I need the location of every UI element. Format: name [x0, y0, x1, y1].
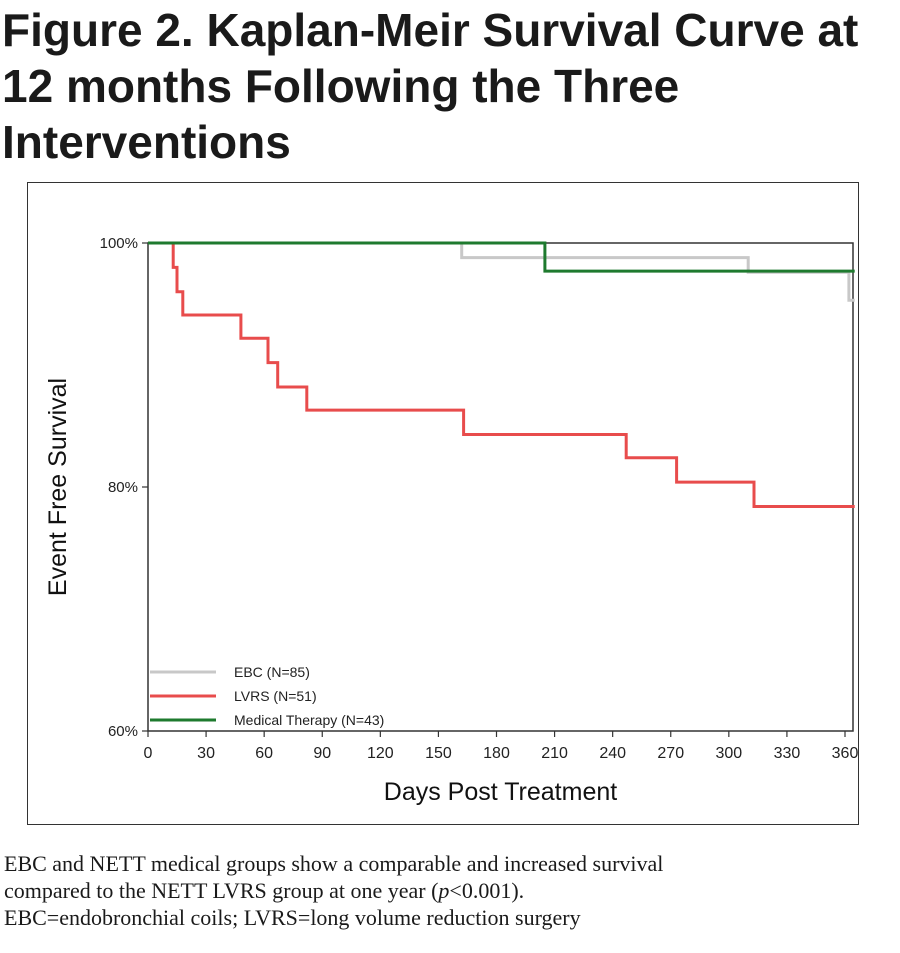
chart-frame: 60% 80% 100% 0 30 60 90 120 150 180 210 240 270 300 33…: [27, 182, 859, 825]
caption-line-1: EBC and NETT medical groups show a compa…: [4, 851, 664, 876]
caption-line-3: EBC=endobronchial coils; LVRS=long volum…: [4, 905, 581, 930]
plot-area-border: [147, 242, 854, 732]
y-axis-label: Event Free Survival: [44, 378, 72, 596]
x-tick-label: 360: [832, 745, 859, 762]
series-line-lvrs: [148, 241, 855, 508]
legend-label-ebc: EBC (N=85): [234, 664, 310, 680]
caption-p-symbol: p: [438, 878, 450, 903]
series-line-ebc: [148, 241, 855, 302]
legend-label-medical-therapy: Medical Therapy (N=43): [234, 712, 384, 728]
caption-line-2-start: compared to the NETT LVRS group at one y…: [4, 878, 439, 903]
x-tick-label: 0: [144, 745, 153, 762]
y-tick-label: 100%: [100, 235, 138, 252]
x-tick-label: 150: [425, 745, 452, 762]
figure-caption: EBC and NETT medical groups show a compa…: [4, 850, 898, 931]
x-tick-label: 120: [367, 745, 394, 762]
series-lines: [148, 241, 855, 508]
caption-line-2-end: <0.001).: [449, 878, 525, 903]
x-tick-label: 90: [313, 745, 331, 762]
legend-label-lvrs: LVRS (N=51): [234, 688, 317, 704]
x-tick-label: 180: [483, 745, 510, 762]
km-survival-chart: 60% 80% 100% 0 30 60 90 120 150 180 210 240 270 300 33…: [44, 235, 859, 806]
x-tick-label: 240: [599, 745, 626, 762]
caption-line-2: compared to the NETT LVRS group at one y…: [4, 877, 898, 904]
x-tick-label: 300: [715, 745, 742, 762]
series-line-medical-therapy: [148, 241, 855, 273]
axes: 60% 80% 100% 0 30 60 90 120 150 180 210 240 270 300 33…: [100, 235, 859, 762]
y-tick-label: 80%: [108, 479, 138, 496]
legend: EBC (N=85) LVRS (N=51) Medical Therapy (N=…: [150, 664, 384, 728]
figure-title: Figure 2. Kaplan-Meir Survival Curve at …: [2, 4, 859, 168]
x-tick-label: 30: [197, 745, 215, 762]
x-tick-label: 330: [774, 745, 801, 762]
x-tick-label: 270: [657, 745, 684, 762]
x-tick-label: 210: [541, 745, 568, 762]
y-tick-label: 60%: [108, 723, 138, 740]
x-axis-label: Days Post Treatment: [384, 778, 617, 806]
x-tick-label: 60: [255, 745, 273, 762]
